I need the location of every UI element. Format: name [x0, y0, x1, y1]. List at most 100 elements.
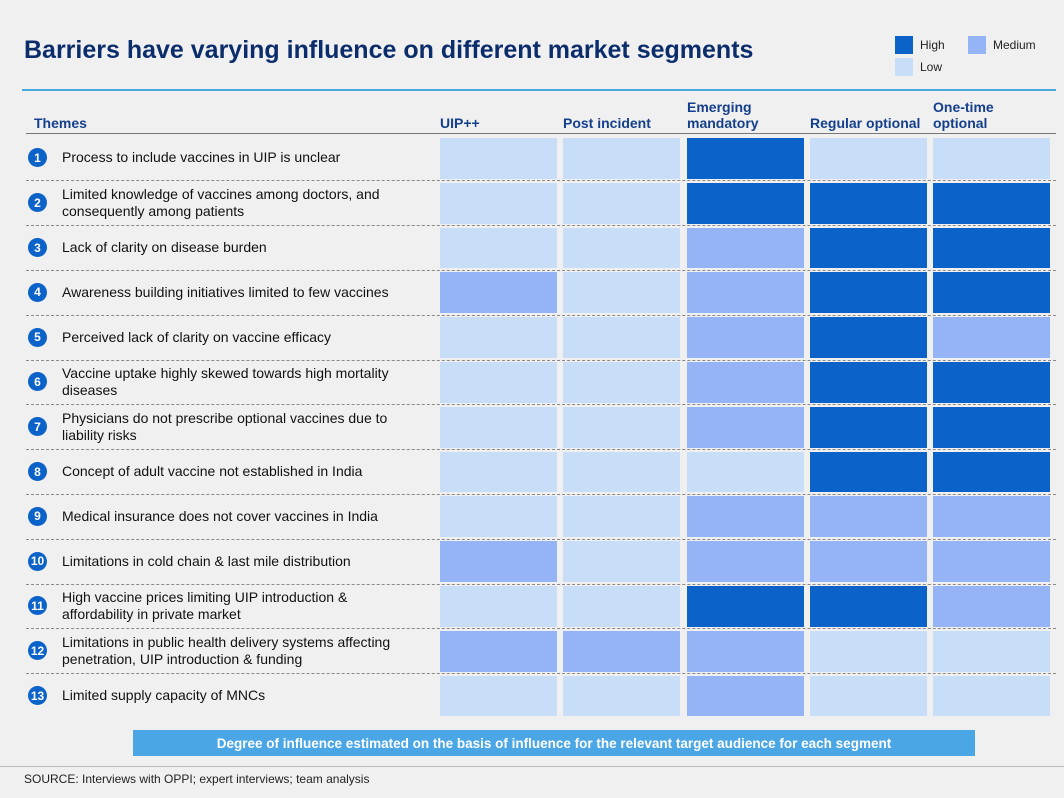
heat-cell	[563, 138, 680, 179]
legend-swatch	[895, 36, 913, 54]
row-text: Physicians do not prescribe optional vac…	[62, 409, 388, 443]
heat-cell	[687, 227, 804, 269]
heat-cell	[563, 496, 680, 538]
heat-cell	[933, 406, 1050, 448]
heat-cell	[687, 541, 804, 582]
heat-cell	[563, 227, 680, 269]
heat-cell	[440, 182, 557, 224]
row-separator	[26, 269, 1056, 271]
heat-cell	[687, 272, 804, 314]
heat-cell	[810, 496, 927, 538]
heat-cell	[563, 362, 680, 403]
heat-cell	[563, 406, 680, 448]
heat-cell	[810, 451, 927, 493]
legend-label: Low	[920, 60, 943, 74]
heat-cell	[810, 272, 927, 314]
heat-cell	[933, 182, 1050, 224]
heat-cell	[687, 586, 804, 627]
heat-cell	[440, 317, 557, 358]
row-text: Limitations in cold chain & last mile di…	[62, 552, 351, 569]
row-text: Limited supply capacity of MNCs	[62, 686, 266, 703]
heat-cell	[440, 586, 557, 627]
column-header: Post incident	[563, 115, 651, 131]
heat-cell	[440, 541, 557, 582]
row-text: Concept of adult vaccine not established…	[62, 462, 363, 479]
heat-cell	[687, 317, 804, 358]
heat-cell	[933, 541, 1050, 582]
row-text: Medical insurance does not cover vaccine…	[62, 507, 378, 524]
column-header: UIP++	[440, 115, 480, 131]
heat-cell	[563, 317, 680, 358]
row-number: 12	[28, 641, 47, 661]
heat-cell	[933, 496, 1050, 538]
heat-cell	[933, 586, 1050, 627]
heat-cell	[933, 630, 1050, 672]
heat-cell	[687, 496, 804, 538]
row-number: 9	[28, 506, 47, 526]
row-text: Vaccine uptake highly skewed towards hig…	[62, 364, 389, 398]
heat-cell	[933, 138, 1050, 179]
heat-cell	[810, 317, 927, 358]
row-separator	[26, 583, 1056, 585]
row-number: 5	[28, 327, 47, 347]
row-separator	[26, 404, 1056, 406]
heat-cell	[810, 182, 927, 224]
row-number: 10	[28, 551, 47, 571]
heat-cell	[440, 630, 557, 672]
row-text: High vaccine prices limiting UIP introdu…	[62, 588, 348, 622]
row-number: 3	[28, 238, 47, 257]
heat-cell	[687, 451, 804, 493]
heat-cell	[810, 138, 927, 179]
column-header: Emerging mandatory	[687, 99, 759, 131]
heat-cell	[563, 630, 680, 672]
heat-cell	[687, 406, 804, 448]
row-separator	[26, 449, 1056, 451]
heat-cell	[810, 675, 927, 717]
heat-cell	[440, 138, 557, 179]
row-separator	[26, 673, 1056, 675]
row-separator	[26, 314, 1056, 316]
column-header: Regular optional	[810, 115, 921, 131]
heat-cell	[440, 451, 557, 493]
row-separator	[26, 225, 1056, 227]
heat-cell	[563, 586, 680, 627]
column-header: One-time optional	[933, 99, 994, 131]
row-text: Lack of clarity on disease burden	[62, 238, 267, 255]
heat-cell	[440, 675, 557, 717]
title: Barriers have varying influence on diffe…	[24, 36, 754, 64]
legend-label: High	[920, 38, 945, 52]
heat-cell	[440, 496, 557, 538]
heat-cell	[810, 362, 927, 403]
row-separator	[26, 493, 1056, 495]
heat-cell	[933, 317, 1050, 358]
row-number: 2	[28, 193, 47, 213]
row-separator	[26, 180, 1056, 182]
heat-cell	[563, 272, 680, 314]
legend-swatch	[895, 58, 913, 76]
heat-cell	[440, 406, 557, 448]
heat-cell	[810, 227, 927, 269]
row-number: 8	[28, 462, 47, 481]
heat-cell	[933, 227, 1050, 269]
heat-cell	[810, 541, 927, 582]
row-separator	[26, 359, 1056, 361]
heat-cell	[440, 362, 557, 403]
row-number: 1	[28, 148, 47, 168]
heat-cell	[687, 138, 804, 179]
heat-cell	[933, 272, 1050, 314]
header-rule	[26, 133, 1056, 134]
row-number: 7	[28, 417, 47, 437]
source: SOURCE: Interviews with OPPI; expert int…	[24, 772, 370, 786]
heat-cell	[563, 451, 680, 493]
heat-cell	[810, 586, 927, 627]
row-number: 6	[28, 372, 47, 392]
heat-cell	[687, 362, 804, 403]
row-number: 11	[28, 596, 47, 616]
legend-swatch	[968, 36, 986, 54]
heat-cell	[810, 406, 927, 448]
row-separator	[26, 538, 1056, 540]
heat-cell	[933, 675, 1050, 717]
row-text: Perceived lack of clarity on vaccine eff…	[62, 328, 331, 345]
heat-cell	[687, 182, 804, 224]
